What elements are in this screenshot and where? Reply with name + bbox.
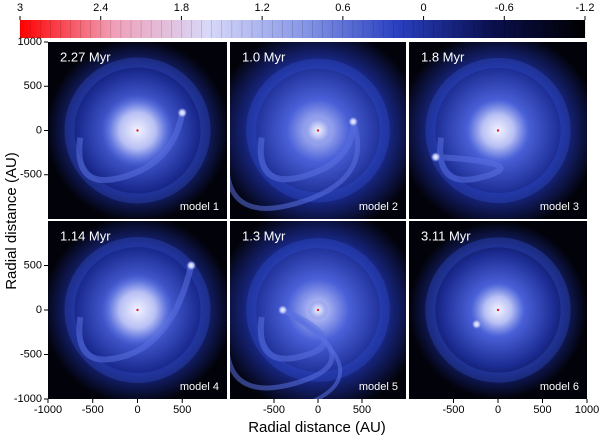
spiral-arm <box>257 121 357 183</box>
x-tick-label: -1000 <box>34 404 62 416</box>
panel: 1.3 Myr model 5 <box>230 221 406 399</box>
model-label: model 2 <box>359 201 398 213</box>
colorbar-tick-label: 0 <box>421 2 427 14</box>
colorbar-tick-label: 1.8 <box>174 2 189 14</box>
model-label: model 1 <box>180 201 219 213</box>
y-tick-label: 500 <box>24 259 42 271</box>
companion <box>277 305 288 315</box>
star <box>496 308 500 312</box>
time-label: 1.0 Myr <box>242 49 286 64</box>
model-label: model 5 <box>359 381 398 393</box>
model-label: model 4 <box>180 381 219 393</box>
time-label: 1.14 Myr <box>60 228 111 243</box>
colorbar-tick-label: 3 <box>17 2 23 14</box>
x-axis-label: Radial distance (AU) <box>248 419 386 436</box>
model-label: model 3 <box>540 201 579 213</box>
companion <box>348 116 359 127</box>
time-label: 3.11 Myr <box>421 228 471 243</box>
spiral-arm <box>230 120 361 211</box>
x-tick-label: 1000 <box>575 404 599 416</box>
spiral-arm <box>76 264 195 363</box>
panel-image <box>409 42 587 219</box>
y-tick-label: -500 <box>20 169 42 181</box>
companion <box>177 107 188 118</box>
companion <box>430 152 441 163</box>
x-tick-label: 500 <box>533 404 551 416</box>
star <box>496 129 500 132</box>
ring <box>425 57 571 204</box>
colorbar-tick-label: 0.6 <box>335 2 350 14</box>
x-tick-label: 0 <box>495 404 501 416</box>
y-tick-label: 0 <box>36 304 42 316</box>
panel: 1.14 Myr model 4 <box>48 221 227 399</box>
star <box>316 129 320 132</box>
y-axis-label: Radial distance (AU) <box>3 152 20 290</box>
x-tick-label: 500 <box>173 404 191 416</box>
colorbar <box>20 20 585 38</box>
companion <box>471 319 482 330</box>
star <box>136 129 139 132</box>
panel-image <box>230 221 406 399</box>
time-label: 2.27 Myr <box>60 49 111 64</box>
y-tick-label: 500 <box>24 80 42 92</box>
x-tick-label: -500 <box>263 404 285 416</box>
companion <box>186 260 197 271</box>
x-tick-label: -500 <box>82 404 104 416</box>
time-label: 1.8 Myr <box>421 49 465 64</box>
ring <box>425 237 571 383</box>
colorbar-tick-label: -0.6 <box>495 2 514 14</box>
model-label: model 6 <box>540 381 579 393</box>
spiral-arm <box>76 112 186 184</box>
panel-image <box>230 42 406 219</box>
colorbar-tick-label: 1.2 <box>254 2 269 14</box>
ring <box>64 236 211 384</box>
time-label: 1.3 Myr <box>242 228 286 243</box>
panel: 1.8 Myr model 3 <box>409 42 587 219</box>
panel: 3.11 Myr model 6 <box>409 221 587 399</box>
star <box>316 308 320 312</box>
colorbar-tick-label: -1.2 <box>576 2 595 14</box>
x-tick-label: 500 <box>353 404 371 416</box>
panel: 1.0 Myr model 2 <box>230 42 406 219</box>
panel-image <box>48 221 227 399</box>
y-tick-label: -500 <box>20 348 42 360</box>
y-tick-label: -1000 <box>14 393 42 405</box>
star <box>136 308 139 312</box>
x-tick-label: 0 <box>315 404 321 416</box>
x-tick-label: 0 <box>134 404 140 416</box>
panel-image <box>409 221 587 399</box>
y-tick-label: 0 <box>36 124 42 136</box>
x-tick-label: -500 <box>442 404 464 416</box>
colorbar-tick-label: 2.4 <box>93 2 108 14</box>
spiral-arm <box>281 308 343 399</box>
spiral-arm <box>435 137 504 183</box>
panel: 2.27 Myr model 1 <box>48 42 227 219</box>
ring <box>64 57 211 204</box>
panel-image <box>48 42 227 219</box>
y-tick-label: 1000 <box>18 36 42 48</box>
